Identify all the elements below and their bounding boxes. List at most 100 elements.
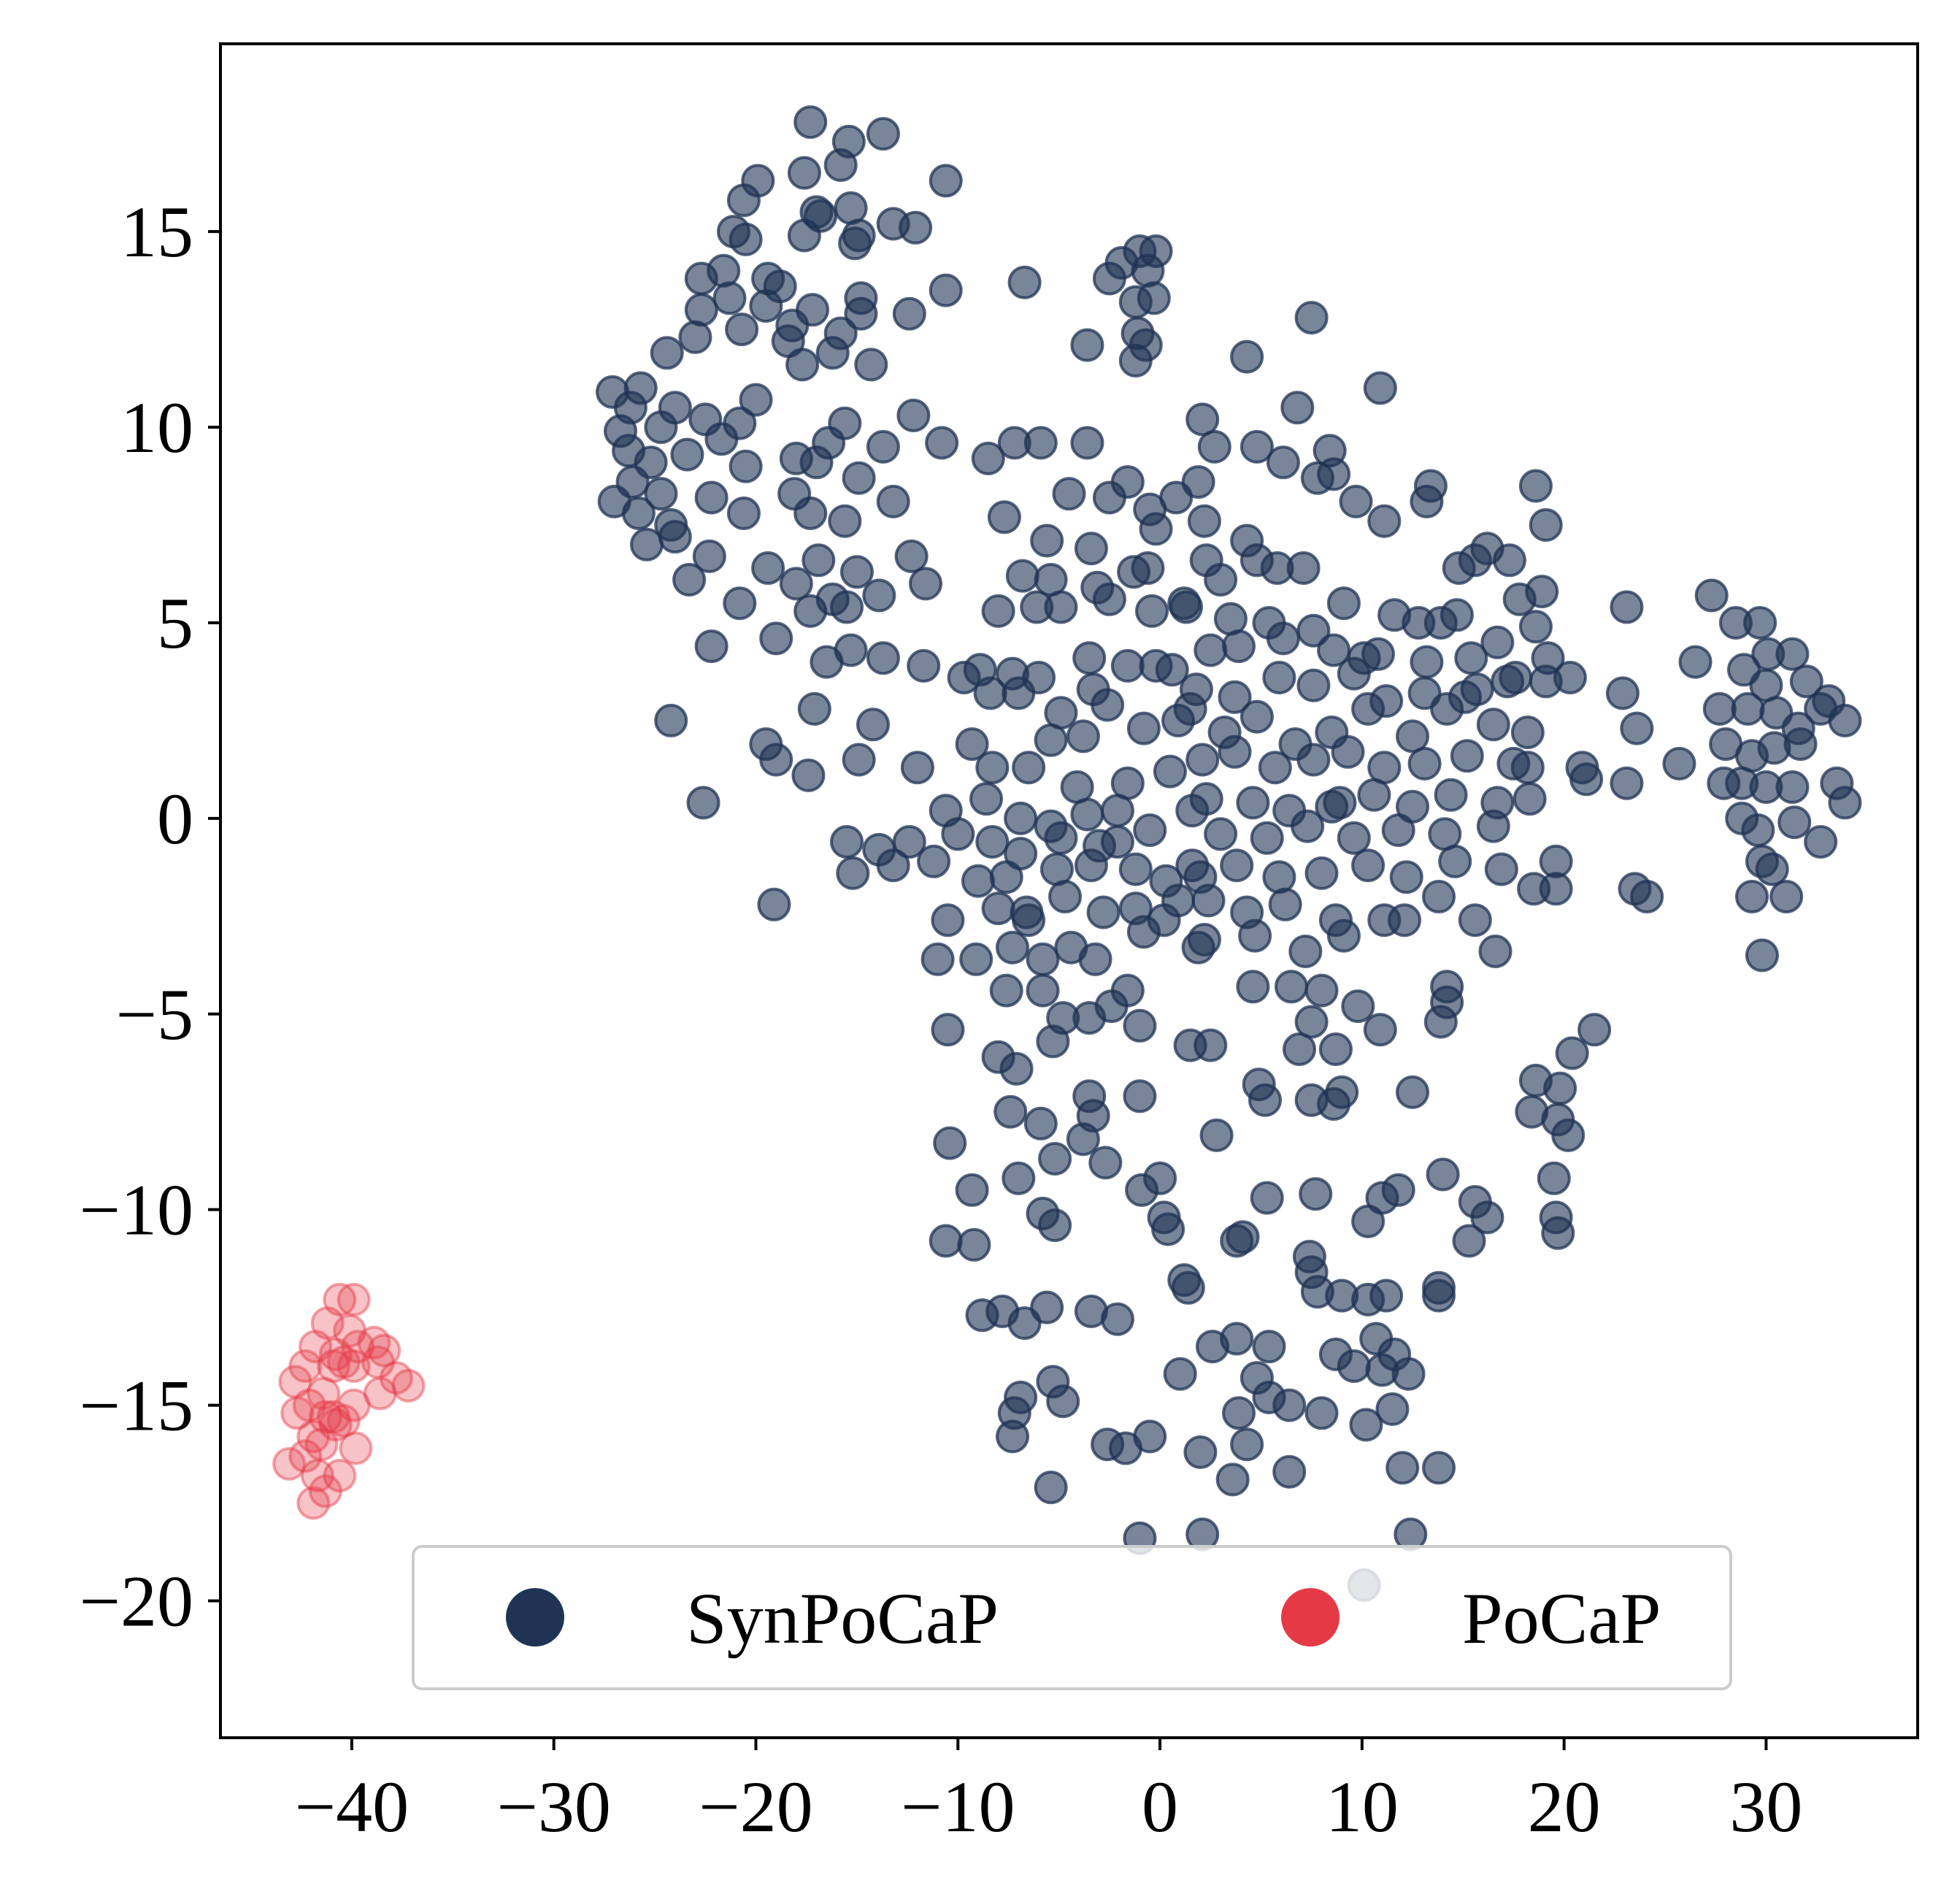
data-point-synpocap	[793, 105, 828, 139]
data-point-synpocap	[1478, 935, 1513, 968]
data-point-synpocap	[1139, 512, 1173, 546]
data-point-synpocap	[1410, 645, 1444, 679]
x-tick-label: 20	[1528, 1766, 1601, 1847]
data-point-synpocap	[1002, 1161, 1036, 1195]
data-point-synpocap	[1110, 648, 1145, 683]
data-point-synpocap	[1513, 782, 1547, 816]
data-point-synpocap	[1422, 880, 1456, 913]
data-point-synpocap	[1100, 825, 1134, 859]
data-point-synpocap	[1046, 1384, 1080, 1419]
x-tick-label: −40	[295, 1766, 409, 1847]
data-point-synpocap	[1161, 703, 1195, 737]
data-point-synpocap	[925, 426, 959, 460]
data-point-synpocap	[1213, 602, 1248, 636]
data-point-synpocap	[1326, 919, 1361, 953]
data-point-synpocap	[1430, 691, 1464, 726]
data-point-synpocap	[712, 281, 747, 315]
data-point-synpocap	[894, 539, 929, 573]
data-point-synpocap	[1381, 813, 1415, 847]
data-point-synpocap	[1026, 942, 1060, 976]
data-point-synpocap	[1039, 852, 1074, 886]
data-point-synpocap	[1153, 754, 1187, 789]
data-point-synpocap	[810, 645, 844, 679]
data-point-synpocap	[1230, 340, 1264, 374]
data-point-synpocap	[1161, 883, 1195, 918]
data-point-synpocap	[1238, 919, 1272, 953]
data-point-synpocap	[793, 496, 828, 530]
legend-marker-pocap	[1281, 1588, 1340, 1646]
data-point-pocap	[280, 1396, 315, 1430]
data-point-synpocap	[1476, 809, 1510, 843]
data-point-synpocap	[1272, 1388, 1307, 1422]
data-point-synpocap	[1094, 989, 1129, 1024]
data-point-synpocap	[1218, 735, 1252, 769]
data-point-synpocap	[757, 887, 791, 921]
data-point-synpocap	[670, 437, 704, 472]
y-tick-label: 0	[157, 778, 193, 859]
data-point-synpocap	[1004, 1380, 1038, 1414]
data-point-pocap	[339, 1431, 373, 1465]
data-point-synpocap	[1189, 782, 1223, 816]
data-point-pocap	[308, 1400, 342, 1434]
data-point-synpocap	[1240, 699, 1274, 734]
data-point-synpocap	[1283, 1032, 1316, 1066]
x-tick-label: −30	[496, 1766, 610, 1847]
data-point-synpocap	[900, 751, 934, 785]
data-point-synpocap	[892, 825, 926, 859]
data-point-synpocap	[1268, 887, 1302, 921]
data-point-synpocap	[1541, 1216, 1575, 1250]
data-point-synpocap	[1313, 434, 1347, 468]
data-point-synpocap	[1357, 778, 1391, 812]
points-layer	[272, 105, 1862, 1602]
data-point-synpocap	[1426, 1157, 1460, 1192]
data-point-pocap	[308, 1474, 342, 1508]
data-point-synpocap	[1204, 817, 1238, 851]
y-tick-label: 15	[120, 191, 193, 272]
data-point-synpocap	[994, 1094, 1028, 1129]
x-tick-label: 0	[1142, 1766, 1178, 1847]
data-point-synpocap	[815, 336, 850, 370]
data-point-synpocap	[1363, 1013, 1397, 1047]
data-point-synpocap	[1620, 711, 1654, 745]
data-point-synpocap	[1402, 606, 1436, 640]
data-point-synpocap	[933, 1126, 967, 1160]
data-point-synpocap	[1169, 590, 1203, 624]
data-point-pocap	[337, 1388, 371, 1422]
data-point-synpocap	[797, 691, 831, 726]
data-point-synpocap	[707, 253, 741, 288]
data-point-synpocap	[1743, 606, 1778, 640]
data-point-synpocap	[1518, 469, 1553, 503]
data-point-synpocap	[1181, 465, 1215, 499]
data-point-synpocap	[1262, 860, 1296, 894]
legend-marker-synpocap	[506, 1588, 564, 1646]
data-point-synpocap	[1143, 1161, 1177, 1195]
data-point-pocap	[391, 1368, 426, 1403]
data-point-synpocap	[955, 727, 989, 762]
data-point-synpocap	[1092, 261, 1126, 296]
data-point-synpocap	[1537, 1161, 1571, 1195]
data-point-synpocap	[1272, 1454, 1307, 1489]
data-point-pocap	[337, 1282, 371, 1316]
data-point-pocap	[357, 1325, 391, 1360]
data-point-synpocap	[961, 864, 995, 898]
data-point-synpocap	[1434, 778, 1468, 812]
legend: SynPoCaP PoCaP	[412, 1545, 1732, 1690]
data-point-synpocap	[1363, 371, 1397, 405]
data-point-synpocap	[1030, 1290, 1064, 1324]
data-point-synpocap	[876, 848, 910, 883]
data-point-synpocap	[1171, 1270, 1205, 1305]
data-point-pocap	[278, 1365, 312, 1399]
data-point-synpocap	[892, 296, 926, 331]
data-point-synpocap	[975, 751, 1010, 785]
data-point-synpocap	[1610, 766, 1644, 800]
data-point-synpocap	[1783, 727, 1818, 762]
data-point-synpocap	[1386, 1451, 1420, 1485]
data-point-synpocap	[1204, 563, 1238, 597]
data-point-synpocap	[1662, 746, 1696, 781]
x-axis: −40 −30 −20 −10 0 10 20 30	[295, 1738, 1802, 1847]
data-point-synpocap	[996, 930, 1029, 965]
data-point-synpocap	[1004, 801, 1038, 835]
data-point-synpocap	[1299, 1177, 1333, 1211]
data-point-synpocap	[999, 1051, 1034, 1086]
data-point-synpocap	[1038, 1208, 1072, 1243]
